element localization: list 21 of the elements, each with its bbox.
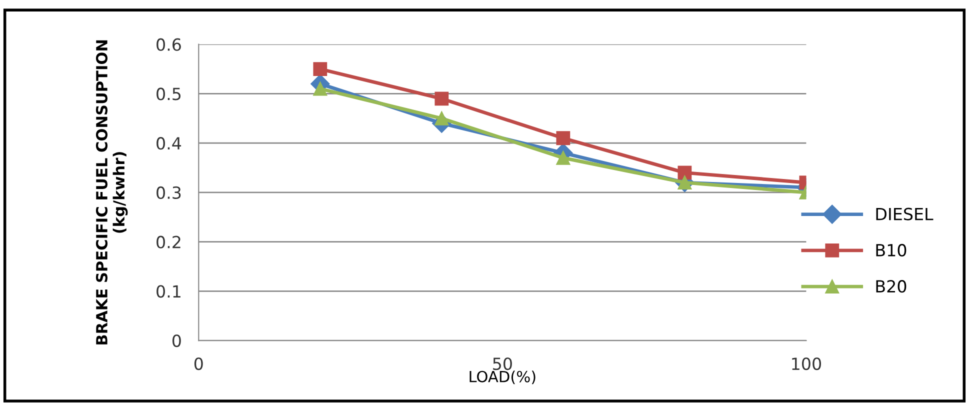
y-tick-label: 0.2	[156, 236, 180, 248]
point	[434, 92, 449, 106]
y-tick-label: 0.6	[156, 38, 181, 51]
y-tick-label: 0.3	[156, 186, 181, 199]
y-tick-label: 0.1	[156, 285, 180, 298]
point	[556, 131, 570, 146]
legend-label: B20	[876, 280, 906, 293]
x-tick-label: 0	[194, 357, 203, 370]
point	[556, 150, 570, 165]
x-tick-label: 100	[792, 357, 822, 370]
legend-label: DIESEL	[876, 208, 934, 220]
x-axis-title: LOAD(%)	[470, 370, 536, 384]
point	[313, 62, 328, 76]
y-tick-label: 0.4	[156, 137, 182, 150]
y-tick-label: 0.5	[156, 88, 181, 100]
point	[678, 166, 692, 180]
y-tick-label: 0	[172, 334, 181, 348]
y-axis-title: BRAKE SPECIFIC FUEL CONSUPTION (kg/kwhr)	[96, 40, 128, 344]
point	[313, 82, 328, 96]
x-tick-label: 50	[493, 357, 512, 370]
legend-label: B10	[876, 244, 906, 257]
